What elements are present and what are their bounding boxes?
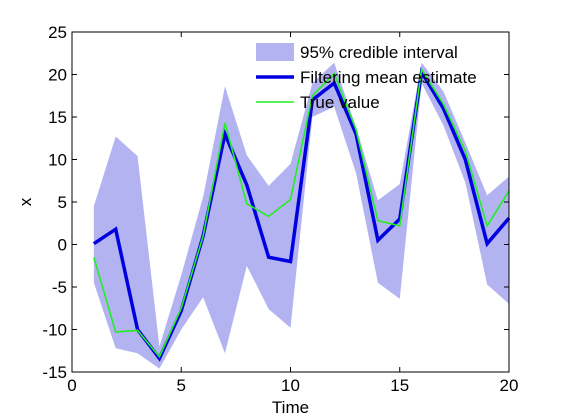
x-tick-label: 0: [67, 376, 76, 395]
credible-interval-band: [93, 62, 509, 369]
y-tick-label: 20: [48, 66, 67, 85]
x-axis-title: Time: [272, 398, 309, 417]
y-tick-label: -15: [42, 363, 67, 382]
x-tick-label: 5: [177, 376, 186, 395]
y-tick-label: -10: [42, 321, 67, 340]
x-tick-label: 10: [281, 376, 300, 395]
x-tick-label: 20: [500, 376, 519, 395]
series-line-true-value: [93, 67, 510, 359]
y-tick-label: 10: [48, 151, 67, 170]
legend-swatch-band: [256, 43, 294, 61]
x-tick-label: 15: [390, 376, 409, 395]
legend-label: 95% credible interval: [300, 43, 458, 62]
y-tick-label: 5: [58, 193, 67, 212]
y-tick-label: 15: [48, 108, 67, 127]
y-tick-label: 0: [58, 236, 67, 255]
y-axis-title: x: [16, 197, 35, 206]
legend-label: True value: [300, 93, 380, 112]
y-tick-label: 25: [48, 23, 67, 42]
y-tick-label: -5: [52, 278, 67, 297]
legend-label: Filtering mean estimate: [300, 68, 477, 87]
